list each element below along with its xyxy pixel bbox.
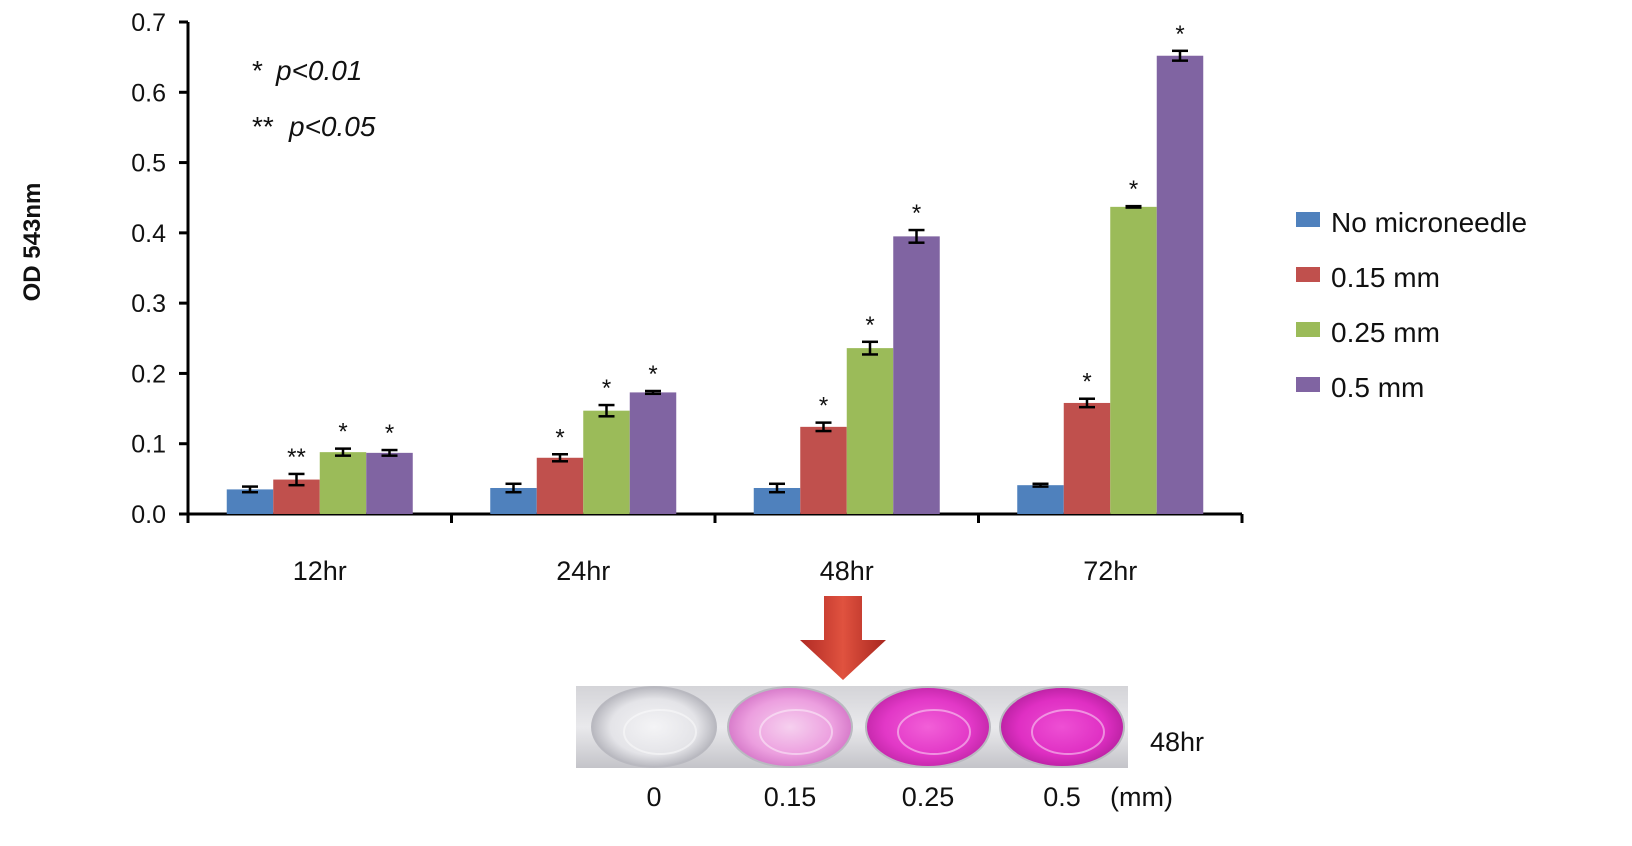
y-tick-label: 0.4 <box>131 220 166 248</box>
x-tick-label: 12hr <box>293 556 347 586</box>
significance-marker: * <box>648 361 657 388</box>
significance-marker: * <box>555 424 564 451</box>
note-double-star-symbol: ** <box>252 111 274 142</box>
legend-swatch <box>1296 212 1320 227</box>
legend-label: 0.25 mm <box>1331 317 1440 348</box>
well-label: 0 <box>646 782 661 812</box>
note-pvalue-001: p<0.01 <box>275 55 362 86</box>
bar <box>629 392 677 514</box>
note-pvalue-005: p<0.05 <box>288 111 376 142</box>
well-label: 0.5 <box>1043 782 1081 812</box>
bar <box>366 452 413 514</box>
y-tick-label: 0.6 <box>131 79 166 107</box>
significance-marker: * <box>1175 21 1184 48</box>
y-tick-label: 0.7 <box>131 9 166 37</box>
bar <box>1017 485 1064 514</box>
significance-marker: * <box>865 312 874 339</box>
significance-marker: * <box>912 200 921 227</box>
legend-label: 0.15 mm <box>1331 262 1440 293</box>
bar <box>846 348 894 514</box>
significance-marker: ** <box>287 444 306 471</box>
significance-marker: * <box>338 419 347 446</box>
well-highlight <box>897 709 971 755</box>
bar <box>319 452 367 514</box>
well-highlight <box>1031 709 1105 755</box>
significance-marker: * <box>385 420 394 447</box>
well-highlight <box>759 709 833 755</box>
well <box>727 686 853 768</box>
legend-swatch <box>1296 322 1320 337</box>
legend: No microneedle 0.15 mm 0.25 mm 0.5 mm <box>1296 207 1527 403</box>
down-arrow-icon <box>800 596 886 680</box>
x-tick-label: 48hr <box>820 556 874 586</box>
bar <box>893 236 940 514</box>
inset-time-label: 48hr <box>1150 727 1204 757</box>
y-tick-label: 0.1 <box>131 431 166 459</box>
significance-marker: * <box>602 375 611 402</box>
y-tick-label: 0.0 <box>131 501 166 529</box>
y-tick-label: 0.5 <box>131 150 166 178</box>
legend-swatch <box>1296 267 1320 282</box>
legend-label: 0.5 mm <box>1331 372 1424 403</box>
x-tick-label: 24hr <box>556 556 610 586</box>
well-highlight <box>623 709 697 755</box>
legend-label: No microneedle <box>1331 207 1527 238</box>
inset-unit-label: (mm) <box>1110 782 1173 812</box>
bar <box>226 489 274 514</box>
bar <box>1156 55 1204 514</box>
well-label: 0.25 <box>902 782 955 812</box>
x-tick-label: 72hr <box>1083 556 1137 586</box>
bar <box>536 457 584 514</box>
significance-notes: * p<0.01 ** p<0.05 <box>252 55 376 142</box>
y-tick-label: 0.3 <box>131 290 166 318</box>
legend-swatch <box>1296 377 1320 392</box>
note-star-symbol: * <box>252 55 263 86</box>
significance-marker: * <box>1082 369 1091 396</box>
significance-marker: * <box>819 393 828 420</box>
well <box>591 686 717 768</box>
y-axis-label: OD 543nm <box>19 183 46 302</box>
significance-marker: * <box>1129 176 1138 203</box>
well <box>999 686 1125 768</box>
well <box>865 686 991 768</box>
bar <box>1110 206 1157 514</box>
bar <box>583 410 630 514</box>
well-label: 0.15 <box>764 782 817 812</box>
y-tick-label: 0.2 <box>131 360 166 388</box>
well-plate-inset: 48hr 0 0.15 0.25 0.5 (mm) <box>576 596 1204 812</box>
bar <box>1063 402 1111 514</box>
bar <box>800 426 847 514</box>
